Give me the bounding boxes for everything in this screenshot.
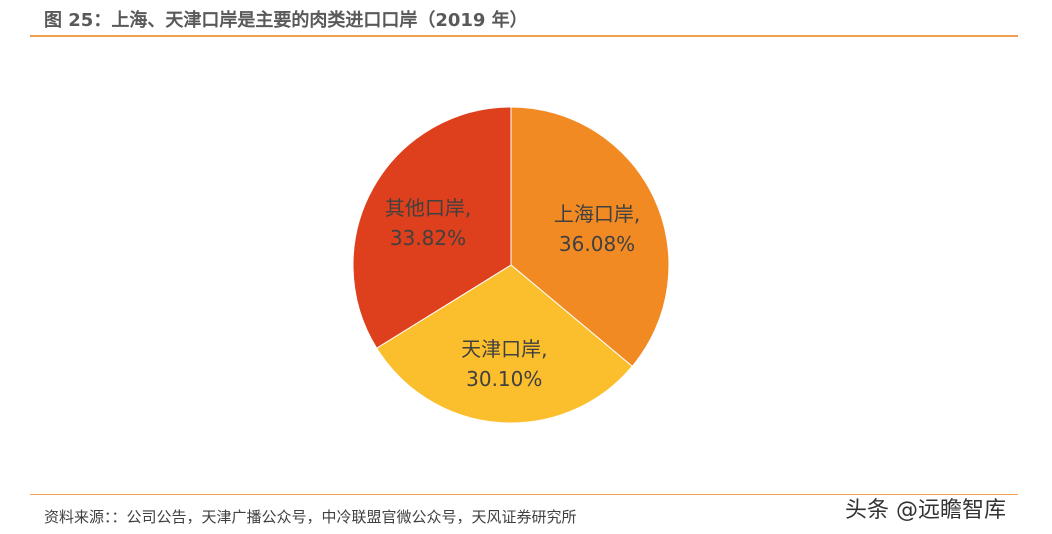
slice-label-name-2: 天津口岸,: [461, 337, 547, 361]
figure-title: 图 25：上海、天津口岸是主要的肉类进口口岸（2019 年）: [44, 10, 528, 31]
slice-label-name-3: 其他口岸,: [385, 196, 471, 220]
slice-label-value-2: 30.10%: [466, 367, 542, 391]
slice-label-value-3: 33.82%: [390, 226, 466, 250]
slice-label-value-1: 36.08%: [559, 232, 635, 256]
watermark: 头条 @远瞻智库: [845, 498, 1006, 523]
source-divider: [30, 494, 1018, 495]
title-divider: [30, 35, 1018, 37]
pie-slice-1: [510, 106, 670, 368]
pie-slice-2: [375, 264, 633, 424]
slice-label-name-1: 上海口岸,: [554, 202, 640, 226]
pie-slice-3: [352, 106, 512, 349]
source-note: 资料来源：：公司公告，天津广播公众号，中冷联盟官微公众号，天风证券研究所: [44, 508, 577, 526]
